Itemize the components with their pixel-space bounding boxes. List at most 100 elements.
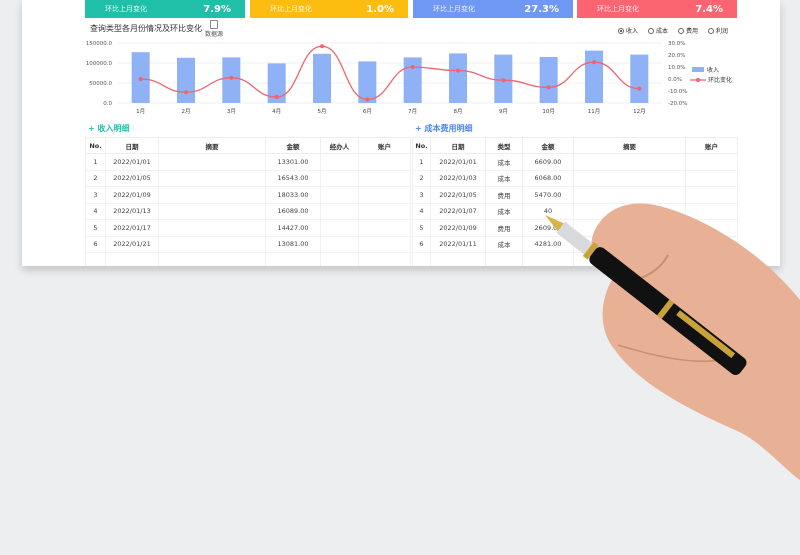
table-cell[interactable]: 6 [412,235,431,253]
radio-option[interactable]: 收入 [618,26,638,35]
table-cell[interactable] [358,153,411,171]
table-cell[interactable]: 2022/01/11 [430,235,486,253]
table-cell[interactable]: 2022/01/21 [105,235,159,253]
table-cell[interactable]: 5 [412,219,431,237]
table-cell[interactable] [320,202,359,220]
table-cell[interactable]: 4 [85,202,106,220]
table-cell[interactable]: 13081.00 [265,235,321,253]
kpi-value: 1.0% [366,3,394,15]
table-cell[interactable] [412,252,431,266]
table-cell[interactable]: 6609.00 [522,153,574,171]
table-cell[interactable]: 1 [85,153,106,171]
column-header: 摘要 [573,137,686,154]
table-cell[interactable] [573,186,686,204]
table-cell[interactable]: 16089.00 [265,202,321,220]
line-point [456,68,460,73]
radio-option[interactable]: 成本 [648,26,668,35]
table-cell[interactable] [573,202,686,220]
table-cell[interactable] [685,202,738,220]
table-cell[interactable]: 6068.00 [522,169,574,187]
radio-option[interactable]: 利润 [708,26,728,35]
table-cell[interactable] [320,219,359,237]
y-left-tick: 0.0 [103,101,112,107]
table-cell[interactable]: 2022/01/17 [105,219,159,237]
table-cell[interactable] [358,186,411,204]
table-cell[interactable] [685,169,738,187]
table-cell[interactable] [358,202,411,220]
table-cell[interactable] [573,252,686,266]
table-cell[interactable] [85,252,106,266]
data-source-button[interactable]: 数据源 [205,20,223,38]
table-cell[interactable]: 2022/01/01 [430,153,486,171]
table-cell[interactable]: 成本 [485,235,523,253]
table-cell[interactable] [685,219,738,237]
table-cell[interactable] [320,252,359,266]
table-cell[interactable] [485,252,523,266]
table-cell[interactable]: 费用 [485,186,523,204]
table-cell[interactable]: 6 [85,235,106,253]
table-cell[interactable] [158,153,266,171]
table-cell[interactable] [158,252,266,266]
table-cell[interactable]: 5470.00 [522,186,574,204]
table-cell[interactable] [522,252,574,266]
table-cell[interactable] [320,153,359,171]
table-cell[interactable] [265,252,321,266]
table-cell[interactable] [573,169,686,187]
table-cell[interactable]: 14427.00 [265,219,321,237]
table-cell[interactable] [685,153,738,171]
table-cell[interactable]: 1 [412,153,431,171]
table-cell[interactable]: 成本 [485,153,523,171]
table-cell[interactable]: 2609.00 [522,219,574,237]
spreadsheet-dashboard: 环比上月变化 7.9% 环比上月变化 1.0% 环比上月变化 27.3% 环比上月变化 7.4… [22,0,780,266]
table-cell[interactable]: 2022/01/13 [105,202,159,220]
table-cell[interactable] [358,169,411,187]
table-cell[interactable]: 3 [412,186,431,204]
table-cell[interactable] [158,219,266,237]
table-cell[interactable]: 成本 [485,169,523,187]
table-cell[interactable]: 18033.00 [265,186,321,204]
table-cell[interactable] [158,202,266,220]
table-cell[interactable]: 2022/01/09 [430,219,486,237]
table-cell[interactable] [573,235,686,253]
table-cell[interactable] [320,169,359,187]
table-cell[interactable]: 4 [412,202,431,220]
table-cell[interactable] [573,153,686,171]
table-cell[interactable]: 16543.00 [265,169,321,187]
table-cell[interactable]: 2 [412,169,431,187]
line-point [365,97,370,102]
table-cell[interactable]: 费用 [485,219,523,237]
bar [539,57,558,103]
table-cell[interactable] [320,186,359,204]
table-cell[interactable] [358,252,411,266]
table-cell[interactable]: 3 [85,186,106,204]
table-cell[interactable]: 2022/01/05 [105,169,159,187]
table-cell[interactable] [158,186,266,204]
table-cell[interactable] [685,235,738,253]
table-cell[interactable]: 2022/01/01 [105,153,159,171]
kpi-card: 环比上月变化 27.3% [413,0,573,18]
table-cell[interactable] [320,235,359,253]
table-cell[interactable] [685,186,738,204]
table-cell[interactable]: 成本 [485,202,523,220]
table-cell[interactable] [430,252,486,266]
table-cell[interactable]: 5 [85,219,106,237]
line-point [637,86,642,91]
table-cell[interactable] [158,235,266,253]
table-cell[interactable] [105,252,159,266]
column-header: No. [412,137,431,154]
radio-option[interactable]: 费用 [678,26,698,35]
table-cell[interactable] [358,235,411,253]
kpi-label: 环比上月变化 [433,5,475,13]
table-cell[interactable] [685,252,738,266]
table-cell[interactable]: 13301.00 [265,153,321,171]
table-cell[interactable] [158,169,266,187]
table-cell[interactable] [358,219,411,237]
table-cell[interactable]: 2022/01/03 [430,169,486,187]
table-cell[interactable]: 40 [522,202,574,220]
table-cell[interactable]: 2 [85,169,106,187]
table-cell[interactable]: 2022/01/05 [430,186,486,204]
table-cell[interactable]: 4281.00 [522,235,574,253]
table-cell[interactable] [573,219,686,237]
table-cell[interactable]: 2022/01/07 [430,202,486,220]
table-cell[interactable]: 2022/01/09 [105,186,159,204]
